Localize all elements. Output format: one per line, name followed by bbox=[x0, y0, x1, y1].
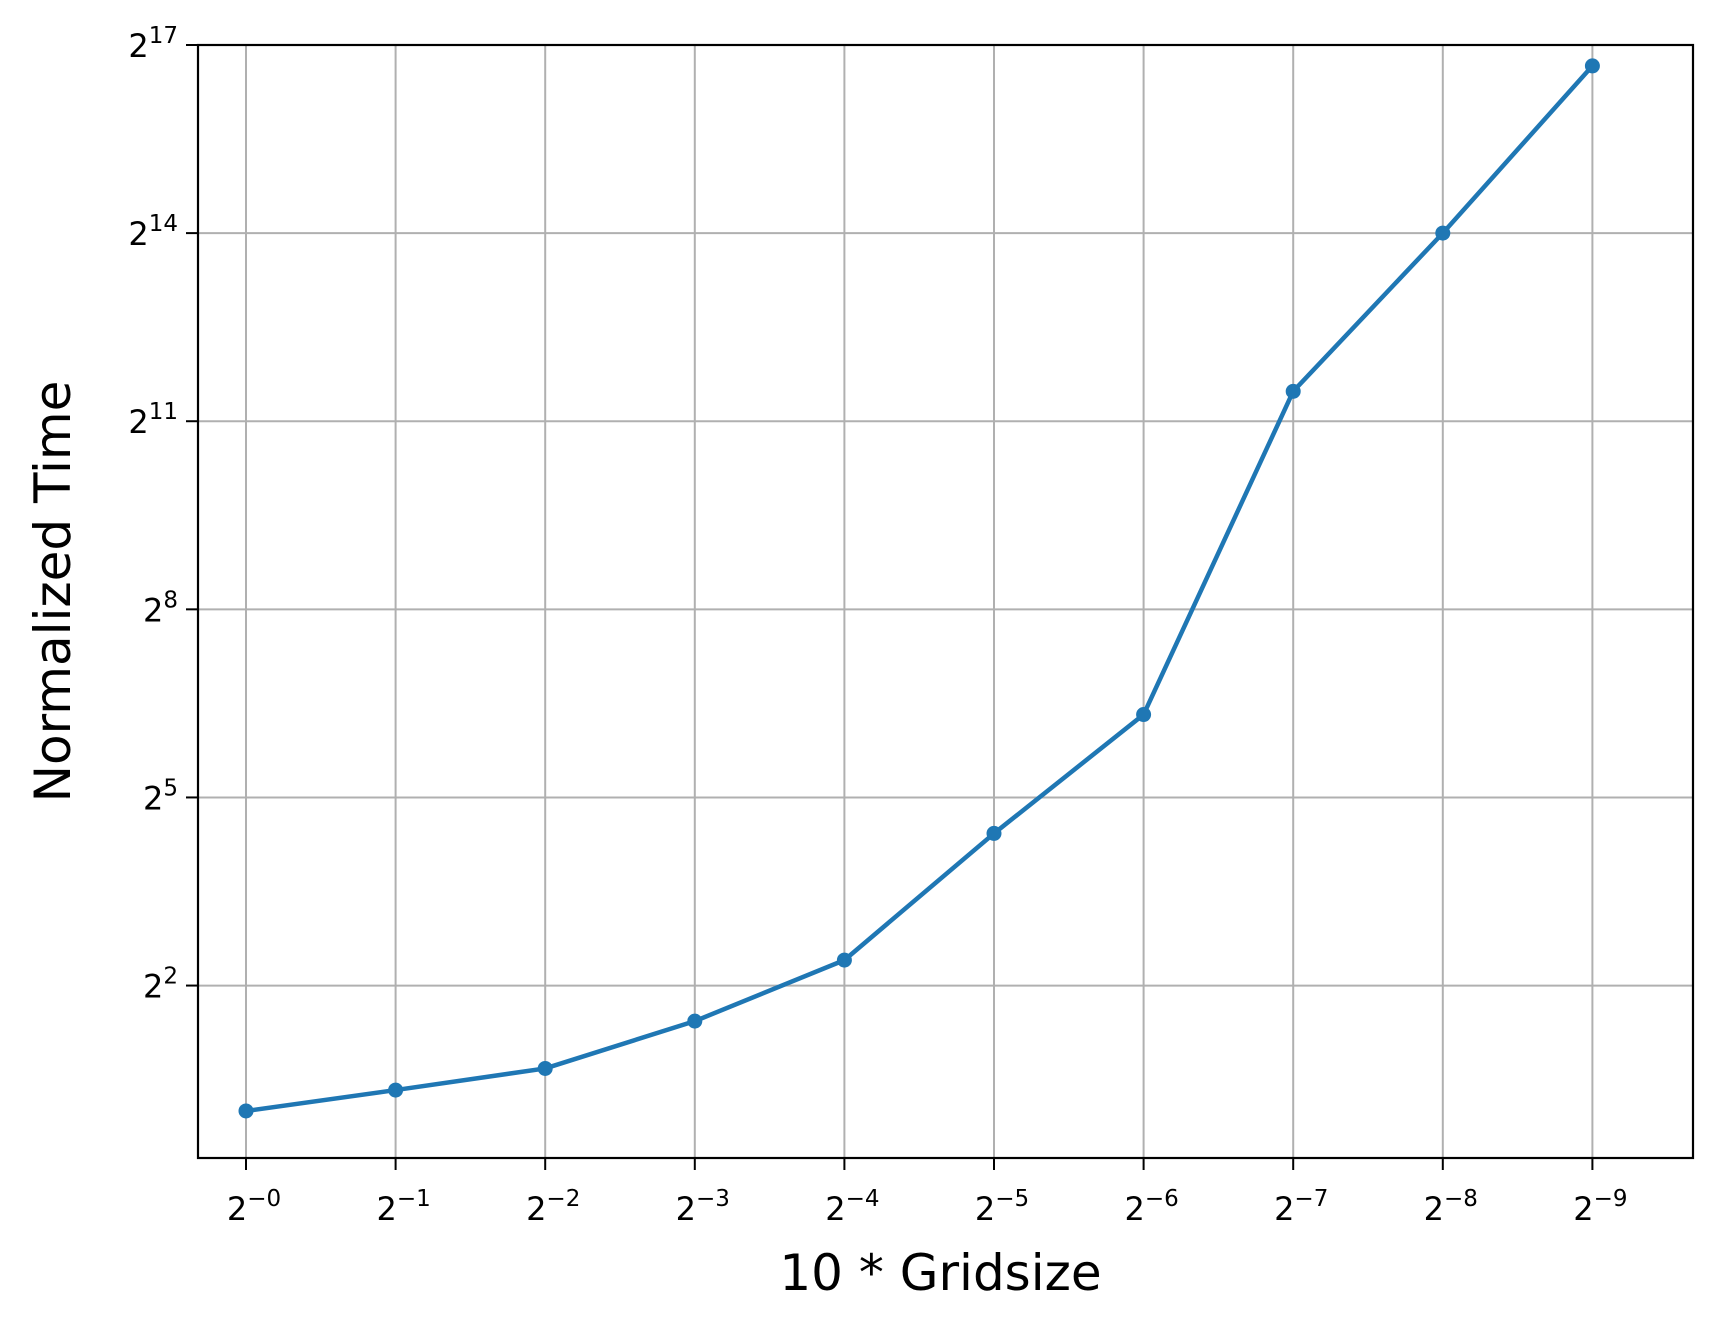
x-tick-base: 2 bbox=[1573, 1190, 1593, 1228]
data-point bbox=[537, 1060, 553, 1076]
series-line bbox=[243, 63, 1595, 1114]
data-point bbox=[1584, 58, 1600, 74]
y-tick-exponent: 14 bbox=[149, 211, 178, 237]
data-point bbox=[986, 825, 1002, 841]
x-tick-base: 2 bbox=[376, 1190, 396, 1228]
y-axis-label: Normalized Time bbox=[24, 381, 82, 803]
y-tick-base: 2 bbox=[128, 215, 148, 253]
series-layer bbox=[238, 58, 1600, 1119]
x-tick-exponent: −7 bbox=[1294, 1186, 1328, 1212]
x-tick-base: 2 bbox=[1274, 1190, 1294, 1228]
x-tick-base: 2 bbox=[975, 1190, 995, 1228]
data-point bbox=[1136, 707, 1152, 723]
x-tick-label: 2−4 bbox=[825, 1186, 879, 1228]
plot-frame bbox=[196, 43, 1695, 1160]
data-point bbox=[238, 1103, 254, 1119]
x-tick-label: 2−5 bbox=[975, 1186, 1029, 1228]
y-tick-label: 28 bbox=[143, 587, 178, 629]
y-tick-label: 214 bbox=[128, 211, 178, 253]
x-tick-exponent: −3 bbox=[696, 1186, 730, 1212]
y-tick-exponent: 2 bbox=[163, 964, 178, 990]
x-tick-base: 2 bbox=[526, 1190, 546, 1228]
x-tick-exponent: −1 bbox=[397, 1186, 431, 1212]
y-tick-exponent: 8 bbox=[163, 587, 178, 613]
x-tick-label: 2−6 bbox=[1124, 1186, 1178, 1228]
x-tick-label: 2−7 bbox=[1274, 1186, 1328, 1228]
y-tick-exponent: 11 bbox=[149, 399, 178, 425]
y-tick-exponent: 17 bbox=[149, 23, 178, 49]
x-tick-exponent: −5 bbox=[995, 1186, 1029, 1212]
x-tick-label: 2−0 bbox=[227, 1186, 281, 1228]
y-tick-base: 2 bbox=[128, 27, 148, 65]
x-tick-label: 2−2 bbox=[526, 1186, 580, 1228]
x-tick-label: 2−3 bbox=[676, 1186, 730, 1228]
y-tick-label: 25 bbox=[143, 775, 178, 817]
x-axis: 2−0 2−1 2−2 2−3 2−4 2−5 2−6 2−7 2−8 2−9 bbox=[227, 1158, 1628, 1228]
x-tick-exponent: −9 bbox=[1594, 1186, 1628, 1212]
y-tick-label: 211 bbox=[128, 399, 178, 441]
x-tick-exponent: −8 bbox=[1444, 1186, 1478, 1212]
data-point bbox=[1285, 383, 1301, 399]
grid bbox=[198, 44, 1693, 1158]
x-tick-exponent: −4 bbox=[846, 1186, 880, 1212]
y-tick-base: 2 bbox=[143, 779, 163, 817]
x-tick-exponent: −6 bbox=[1145, 1186, 1179, 1212]
y-tick-exponent: 5 bbox=[163, 775, 178, 801]
data-point bbox=[836, 952, 852, 968]
y-tick-label: 217 bbox=[128, 23, 178, 65]
x-tick-exponent: −2 bbox=[546, 1186, 580, 1212]
x-tick-base: 2 bbox=[1124, 1190, 1144, 1228]
y-tick-label: 22 bbox=[143, 964, 178, 1006]
x-tick-base: 2 bbox=[825, 1190, 845, 1228]
y-tick-base: 2 bbox=[143, 968, 163, 1006]
x-tick-exponent: −0 bbox=[247, 1186, 281, 1212]
x-tick-label: 2−1 bbox=[376, 1186, 430, 1228]
x-tick-base: 2 bbox=[676, 1190, 696, 1228]
data-point bbox=[687, 1013, 703, 1029]
x-tick-label: 2−8 bbox=[1424, 1186, 1478, 1228]
x-axis-label: 10 * Gridsize bbox=[779, 1244, 1101, 1302]
y-tick-base: 2 bbox=[128, 403, 148, 441]
x-tick-base: 2 bbox=[1424, 1190, 1444, 1228]
y-tick-base: 2 bbox=[143, 591, 163, 629]
x-tick-base: 2 bbox=[227, 1190, 247, 1228]
data-point bbox=[388, 1082, 404, 1098]
x-tick-label: 2−9 bbox=[1573, 1186, 1627, 1228]
data-point bbox=[1435, 225, 1451, 241]
